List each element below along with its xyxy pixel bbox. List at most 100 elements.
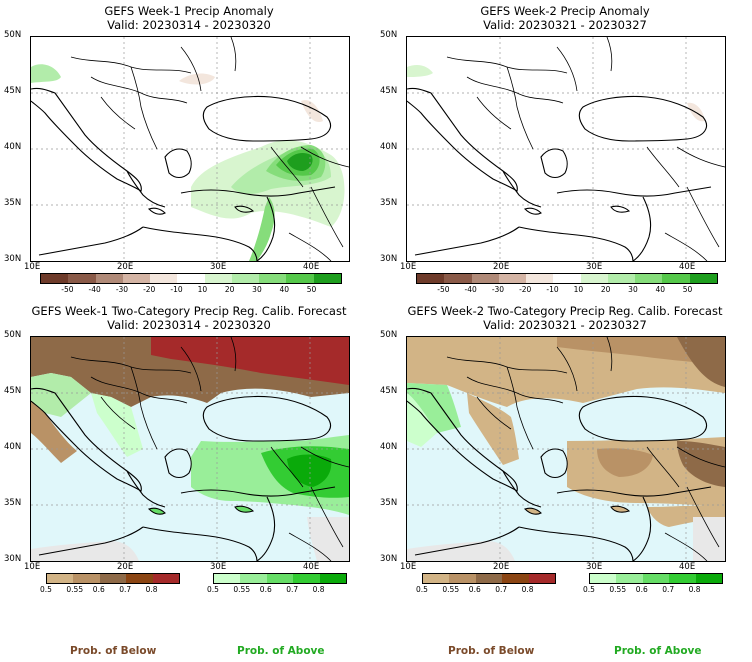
colorbar-label: 0.55 bbox=[233, 585, 251, 594]
colorbar-label: -40 bbox=[88, 285, 101, 294]
panel2-map-svg bbox=[407, 37, 725, 261]
colorbar-swatch bbox=[319, 574, 347, 583]
colorbar-swatch bbox=[471, 274, 499, 283]
colorbar-swatch bbox=[41, 274, 69, 283]
colorbar-label: 0.5 bbox=[40, 585, 52, 594]
wet-anomaly-shading bbox=[31, 64, 345, 261]
colorbar-swatch bbox=[444, 274, 472, 283]
panel3-title: GEFS Week-1 Two-Category Precip Reg. Cal… bbox=[2, 304, 376, 332]
grid-lines bbox=[31, 337, 349, 561]
lon-tick-label: 20E bbox=[117, 262, 134, 272]
lon-tick-label: 30E bbox=[586, 562, 603, 572]
lon-tick-label: 40E bbox=[679, 262, 696, 272]
lat-tick-label: 35N bbox=[380, 198, 398, 208]
colorbar-label: 0.8 bbox=[688, 585, 701, 594]
lon-tick-label: 20E bbox=[493, 262, 510, 272]
lat-tick-label: 35N bbox=[380, 498, 398, 508]
borders bbox=[70, 37, 349, 261]
lat-tick-label: 45N bbox=[4, 86, 22, 96]
panel3-valid-text: Valid: 20230314 - 20230320 bbox=[107, 318, 271, 332]
colorbar-swatch bbox=[259, 274, 287, 283]
anomaly-colorbar-week2 bbox=[416, 273, 718, 284]
colorbar-label: 50 bbox=[682, 285, 693, 294]
lon-tick-label: 10E bbox=[24, 562, 41, 572]
grid-lines bbox=[31, 37, 349, 261]
colorbar-swatch bbox=[580, 274, 608, 283]
lat-tick-label: 30N bbox=[4, 554, 22, 564]
colorbar-label: 50 bbox=[306, 285, 317, 294]
colorbar-swatch bbox=[498, 274, 527, 283]
lat-tick-label: 50N bbox=[380, 30, 398, 40]
panel3-map bbox=[30, 336, 350, 562]
lon-tick-label: 20E bbox=[117, 562, 134, 572]
colorbar-label: 0.6 bbox=[259, 585, 272, 594]
colorbar-swatch bbox=[47, 574, 74, 583]
colorbar-label: 0.7 bbox=[662, 585, 675, 594]
lat-tick-label: 45N bbox=[4, 386, 22, 396]
colorbar-label: 0.7 bbox=[286, 585, 299, 594]
lat-tick-label: 40N bbox=[4, 142, 22, 152]
colorbar-label: 30 bbox=[628, 285, 638, 294]
colorbar-swatch bbox=[240, 574, 267, 583]
colorbar-swatch bbox=[122, 274, 151, 283]
colorbar-label: -10 bbox=[546, 285, 559, 294]
lat-tick-label: 45N bbox=[380, 86, 398, 96]
lat-tick-label: 50N bbox=[4, 330, 22, 340]
panel3-map-svg bbox=[31, 337, 349, 561]
lat-tick-label: 35N bbox=[4, 198, 22, 208]
colorbar-label: -30 bbox=[115, 285, 129, 294]
anomaly-shading bbox=[407, 65, 705, 122]
colorbar-label: -30 bbox=[491, 285, 505, 294]
coastlines bbox=[407, 387, 712, 561]
colorbar-label: 0.6 bbox=[468, 585, 481, 594]
colorbar-swatch bbox=[99, 574, 127, 583]
lat-tick-label: 30N bbox=[4, 254, 22, 264]
colorbar-swatch bbox=[662, 274, 690, 283]
colorbar-swatch bbox=[417, 274, 445, 283]
panel4-title-text: GEFS Week-2 Two-Category Precip Reg. Cal… bbox=[407, 304, 723, 318]
colorbar-label: 40 bbox=[655, 285, 665, 294]
colorbar-label: 10 bbox=[197, 285, 208, 294]
panel1-valid-text: Valid: 20230314 - 20230320 bbox=[107, 18, 271, 32]
lon-tick-label: 10E bbox=[400, 562, 417, 572]
lon-tick-label: 10E bbox=[400, 262, 417, 272]
colorbar-swatch bbox=[635, 274, 663, 283]
probability-shading bbox=[31, 337, 349, 561]
below-colorbar-week2 bbox=[422, 573, 556, 584]
colorbar-swatch bbox=[313, 274, 341, 283]
coastlines bbox=[31, 387, 336, 561]
above-colorbar-week2 bbox=[589, 573, 723, 584]
colorbar-swatch bbox=[204, 274, 232, 283]
lat-tick-label: 30N bbox=[380, 554, 398, 564]
colorbar-label: 30 bbox=[252, 285, 262, 294]
panel1-title-text: GEFS Week-1 Precip Anomaly bbox=[104, 4, 274, 18]
colorbar-label: -50 bbox=[61, 285, 74, 294]
lon-tick-label: 20E bbox=[493, 562, 510, 572]
prob-above-label-right: Prob. of Above bbox=[614, 645, 702, 657]
below-colorbar-week1 bbox=[46, 573, 180, 584]
lat-tick-label: 30N bbox=[380, 254, 398, 264]
colorbar-swatch bbox=[616, 574, 643, 583]
panel4-valid-text: Valid: 20230321 - 20230327 bbox=[483, 318, 647, 332]
colorbar-swatch bbox=[502, 574, 529, 583]
colorbar-swatch bbox=[695, 574, 723, 583]
colorbar-swatch bbox=[689, 274, 717, 283]
coastlines bbox=[407, 87, 712, 261]
borders bbox=[70, 337, 349, 561]
colorbar-label: 0.7 bbox=[495, 585, 508, 594]
colorbar-swatch bbox=[126, 574, 153, 583]
colorbar-label: -20 bbox=[143, 285, 156, 294]
colorbar-label: 0.55 bbox=[442, 585, 460, 594]
colorbar-swatch bbox=[590, 574, 617, 583]
panel1-map-svg bbox=[31, 37, 349, 261]
panel2-map bbox=[406, 36, 726, 262]
grid-lines bbox=[407, 337, 725, 561]
colorbar-swatch bbox=[669, 574, 696, 583]
prob-below-label-left: Prob. of Below bbox=[70, 645, 157, 657]
borders bbox=[446, 37, 725, 261]
colorbar-swatch bbox=[642, 574, 670, 583]
panel2-title: GEFS Week-2 Precip Anomaly Valid: 202303… bbox=[406, 4, 724, 32]
lat-tick-label: 50N bbox=[4, 30, 22, 40]
colorbar-label: 0.8 bbox=[312, 585, 325, 594]
lon-tick-label: 40E bbox=[679, 562, 696, 572]
